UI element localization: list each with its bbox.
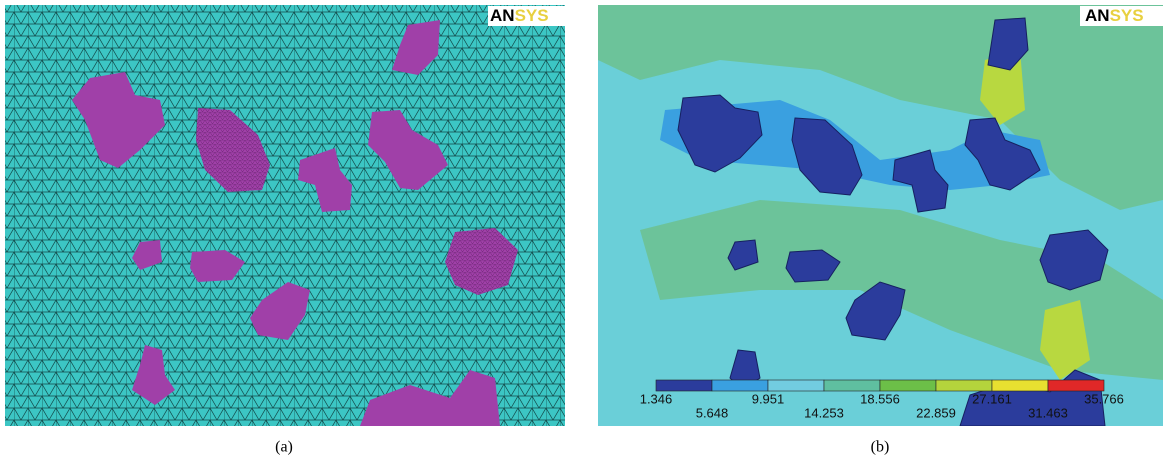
logo-part: SYS	[515, 6, 549, 25]
logo-text: ANSYS	[490, 6, 549, 25]
legend-label: 9.951	[752, 391, 785, 406]
legend-swatch	[768, 380, 824, 391]
legend-swatch	[1048, 380, 1104, 391]
figure: ANSYS (a) ANSYS 1.3465.6489.95114.25318.…	[0, 0, 1168, 463]
legend-label: 22.859	[916, 405, 956, 420]
legend-swatch	[992, 380, 1048, 391]
caption: (a)	[275, 439, 293, 456]
logo-part: SYS	[1110, 6, 1144, 25]
mesh-grid	[5, 5, 565, 426]
legend-label: 5.648	[696, 405, 729, 420]
mesh-panel: ANSYS	[5, 5, 565, 426]
logo-part: AN	[1085, 6, 1110, 25]
legend-swatch	[936, 380, 992, 391]
caption: (b)	[871, 439, 890, 456]
legend-label: 35.766	[1084, 391, 1124, 406]
legend-swatch	[656, 380, 712, 391]
legend-label: 14.253	[804, 405, 844, 420]
legend-label: 27.161	[972, 391, 1012, 406]
legend-swatch	[880, 380, 936, 391]
legend-swatch	[712, 380, 768, 391]
contour-panel: ANSYS 1.346 5.648 9.951 14.253 18.556 22.859 2…	[598, 5, 1163, 426]
legend-label: 1.346	[640, 391, 673, 406]
legend-label: 18.556	[860, 391, 900, 406]
legend-label: 31.463	[1028, 405, 1068, 420]
legend-swatch	[824, 380, 880, 391]
logo-part: AN	[490, 6, 515, 25]
logo-text: ANSYS	[1085, 6, 1144, 25]
